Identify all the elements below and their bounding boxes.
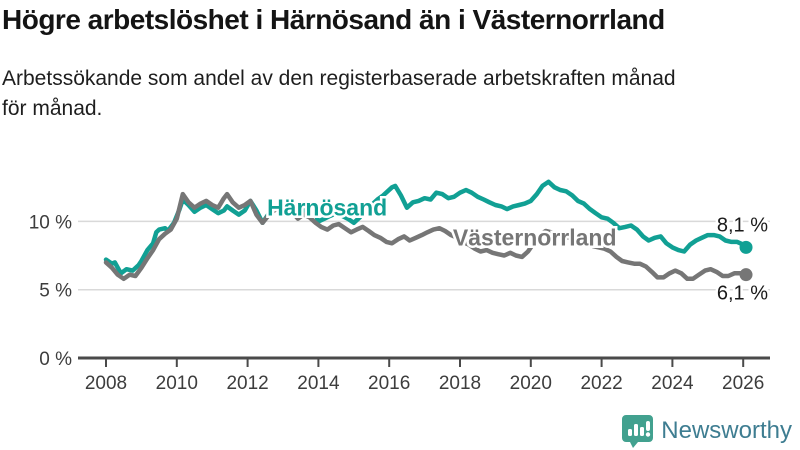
x-tick-label: 2024 [651,373,694,394]
series-line-harnosand [103,179,749,276]
y-tick-label: 5 % [39,281,72,302]
series-end-value-label: 8,1 % [717,214,768,236]
x-tick-label: 2018 [439,373,481,394]
x-tick-label: 2012 [226,373,268,394]
newsworthy-logo-icon [622,415,654,448]
x-tick-label: 2020 [510,373,552,394]
series-end-dot [739,268,753,282]
page-title: Högre arbetslöshet i Härnösand än i Väst… [2,4,665,35]
series-end-dot [739,240,753,254]
series-name-label: Härnösand [267,194,387,220]
series-name-label: Västernorrland [453,224,617,250]
y-tick-label: 0 % [39,349,72,370]
newsworthy-brand-text: Newsworthy [661,417,792,444]
x-tick-label: 2016 [368,373,410,394]
page-subtitle: Arbetssökande som andel av den registerb… [2,67,676,120]
newsworthy-logo[interactable]: Newsworthy [621,414,792,448]
unemployment-line-chart: 2008 2010 2012 2014 2016 2018 2020 2022 2024 2026… [29,179,771,394]
series-line-vasternorrland [103,191,749,282]
x-tick-label: 2008 [85,373,127,394]
x-tick-label: 2026 [722,373,764,394]
x-tick-label: 2010 [156,373,198,394]
x-tick-label: 2014 [297,373,340,394]
series-end-value-label: 6,1 % [717,283,768,305]
x-tick-label: 2022 [580,373,622,394]
y-tick-label: 10 % [29,212,72,233]
